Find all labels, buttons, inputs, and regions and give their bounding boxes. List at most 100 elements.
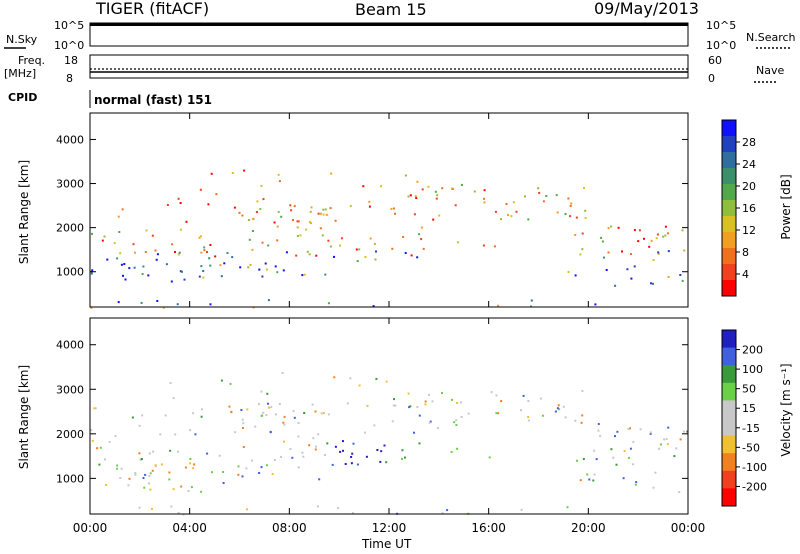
power-colorbar-tick-label: 8 <box>742 246 749 259</box>
power-cell <box>681 229 684 232</box>
power-cell <box>633 229 636 232</box>
power-cell <box>276 225 279 228</box>
power-cell <box>483 197 486 200</box>
power-cell <box>258 268 261 271</box>
power-cell <box>333 255 335 258</box>
velocity-colorbar-tick-label: -100 <box>742 461 767 474</box>
power-cell <box>617 226 620 229</box>
power-cell <box>277 173 280 176</box>
power-cell <box>407 195 410 198</box>
power-cell <box>116 257 119 260</box>
velocity-cell <box>350 462 353 465</box>
power-cell <box>404 252 407 254</box>
power-cell <box>260 184 263 187</box>
power-cell <box>206 251 208 253</box>
power-cell <box>652 259 655 262</box>
power-cell <box>329 245 332 248</box>
velocity-cell <box>632 440 635 443</box>
velocity-cell <box>322 412 325 414</box>
velocity-cell <box>324 454 326 456</box>
velocity-cell <box>557 404 560 407</box>
power-colorbar-label: Power [dB] <box>779 174 793 239</box>
power-cell <box>413 213 416 216</box>
power-cell <box>340 237 343 240</box>
power-cell <box>438 214 441 217</box>
power-colorbar-segment <box>722 168 736 185</box>
power-cell <box>643 237 645 240</box>
power-cell <box>166 204 169 206</box>
velocity-cell <box>333 376 336 379</box>
velocity-cell <box>383 444 386 447</box>
velocity-cell <box>380 450 383 453</box>
power-cell <box>339 244 342 247</box>
power-cell <box>231 172 234 174</box>
power-cell <box>295 254 298 257</box>
velocity-cell <box>652 486 655 489</box>
velocity-cell <box>334 445 337 448</box>
velocity-cell <box>246 508 248 511</box>
power-cell <box>322 208 325 211</box>
velocity-cell <box>90 429 93 432</box>
power-cell <box>394 212 396 215</box>
velocity-cell <box>436 427 439 430</box>
power-cell <box>402 236 405 238</box>
velocity-cell <box>562 405 565 408</box>
power-cell <box>656 233 659 236</box>
velocity-cell <box>151 469 154 472</box>
velocity-cell <box>401 449 404 452</box>
velocity-cell <box>172 397 175 400</box>
power-cell <box>264 262 267 265</box>
velocity-cell <box>245 467 248 470</box>
power-cell <box>308 253 311 256</box>
nave-ytick-top: 60 <box>708 54 722 67</box>
power-colorbar-tick-label: 28 <box>742 136 756 149</box>
velocity-colorbar-segment <box>722 347 736 366</box>
power-cell <box>319 227 322 230</box>
velocity-cell <box>127 484 130 487</box>
velocity-cell <box>189 462 192 465</box>
velocity-cell <box>614 435 616 438</box>
velocity-cell <box>292 410 295 413</box>
velocity-cell <box>96 447 99 450</box>
power-cell <box>121 208 124 211</box>
power-cell <box>542 200 545 203</box>
velocity-cell <box>114 435 117 438</box>
velocity-cell <box>192 412 195 415</box>
power-cell <box>574 274 577 277</box>
velocity-colorbar-segment <box>722 418 736 437</box>
power-cell <box>251 230 254 232</box>
power-cell <box>267 244 270 247</box>
power-ytick-label: 2000 <box>56 222 84 235</box>
nsky-trace <box>90 23 688 26</box>
power-cell <box>662 235 665 238</box>
velocity-cell <box>580 421 583 424</box>
power-cell <box>103 235 106 238</box>
power-cell <box>248 238 251 241</box>
power-cell <box>214 255 217 258</box>
velocity-cell <box>308 444 311 447</box>
velocity-cell <box>98 463 101 466</box>
power-cell <box>174 251 176 253</box>
power-cell <box>118 231 121 233</box>
velocity-cell <box>450 398 453 401</box>
velocity-cell <box>174 433 177 436</box>
velocity-cell <box>159 433 162 436</box>
power-cell <box>247 266 250 269</box>
velocity-cell <box>393 398 395 401</box>
velocity-cell <box>148 452 151 455</box>
velocity-ytick-label: 1000 <box>56 472 84 485</box>
velocity-cell <box>376 449 379 451</box>
velocity-cell <box>138 506 141 509</box>
velocity-cell <box>678 491 681 494</box>
velocity-cell <box>237 465 240 468</box>
velocity-cell <box>658 447 661 450</box>
velocity-cell <box>262 411 265 414</box>
power-cell <box>652 282 654 285</box>
velocity-cell <box>663 438 666 441</box>
power-cell <box>364 256 367 258</box>
velocity-colorbar-tick-label: 50 <box>742 383 756 396</box>
nsky-ytick-bottom: 10^0 <box>54 39 84 52</box>
velocity-cell <box>431 400 434 403</box>
velocity-cell <box>654 471 657 474</box>
power-cell <box>140 301 143 304</box>
